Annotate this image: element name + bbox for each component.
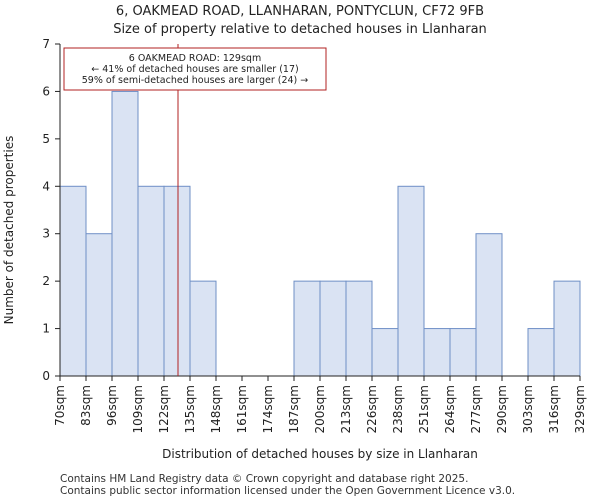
y-tick-label: 3 [42, 227, 50, 241]
x-tick-label: 83sqm [79, 385, 93, 426]
chart-title: 6, OAKMEAD ROAD, LLANHARAN, PONTYCLUN, C… [115, 4, 485, 19]
y-tick-label: 7 [42, 37, 50, 51]
x-tick-label: 187sqm [287, 385, 301, 433]
chart-subtitle: Size of property relative to detached ho… [113, 22, 487, 37]
annotation-line-3: 59% of semi-detached houses are larger (… [82, 75, 309, 86]
y-tick-label: 2 [42, 274, 50, 288]
x-axis-label: Distribution of detached houses by size … [162, 447, 478, 461]
x-tick-label: 264sqm [443, 385, 457, 433]
x-tick-label: 238sqm [391, 385, 405, 433]
x-tick-label: 174sqm [261, 385, 275, 433]
x-tick-label: 96sqm [105, 385, 119, 426]
x-tick-label: 109sqm [131, 385, 145, 433]
y-tick-label: 5 [42, 132, 50, 146]
footer-line-1: Contains HM Land Registry data © Crown c… [60, 473, 469, 485]
bar-70sqm [59, 185, 87, 377]
x-tick-label: 251sqm [417, 385, 431, 433]
x-tick-label: 316sqm [547, 385, 561, 433]
bar-213sqm [345, 280, 373, 377]
x-tick-label: 148sqm [209, 385, 223, 433]
x-tick-label: 303sqm [521, 385, 535, 433]
y-tick-label: 4 [42, 179, 50, 193]
x-tick-label: 122sqm [157, 385, 171, 433]
annotation-line-2: ← 41% of detached houses are smaller (17… [91, 64, 298, 75]
bar-303sqm [527, 328, 555, 377]
bar-187sqm [293, 280, 321, 377]
bar-251sqm [423, 328, 451, 377]
bar-122sqm [163, 185, 191, 377]
x-tick-label: 329sqm [573, 385, 587, 433]
x-tick-label: 70sqm [53, 385, 67, 426]
bar-238sqm [397, 185, 425, 377]
bar-109sqm [137, 185, 165, 377]
bar-96sqm [111, 90, 139, 377]
bar-200sqm [319, 280, 347, 377]
x-tick-label: 213sqm [339, 385, 353, 433]
bar-83sqm [85, 233, 113, 377]
x-tick-label: 290sqm [495, 385, 509, 433]
y-tick-label: 6 [42, 84, 50, 98]
annotation-line-1: 6 OAKMEAD ROAD: 129sqm [129, 53, 261, 64]
x-tick-label: 135sqm [183, 385, 197, 433]
bar-135sqm [189, 280, 217, 377]
bar-277sqm [475, 233, 503, 377]
bar-316sqm [553, 280, 581, 377]
x-tick-label: 277sqm [469, 385, 483, 433]
x-tick-label: 200sqm [313, 385, 327, 433]
y-axis-label: Number of detached properties [2, 136, 16, 325]
x-tick-label: 161sqm [235, 385, 249, 433]
bar-264sqm [449, 328, 477, 377]
x-tick-label: 226sqm [365, 385, 379, 433]
y-tick-label: 0 [42, 369, 50, 383]
y-tick-label: 1 [42, 322, 50, 336]
footer-line-2: Contains public sector information licen… [60, 485, 516, 497]
annotation-box [63, 47, 327, 91]
bar-226sqm [371, 328, 399, 377]
